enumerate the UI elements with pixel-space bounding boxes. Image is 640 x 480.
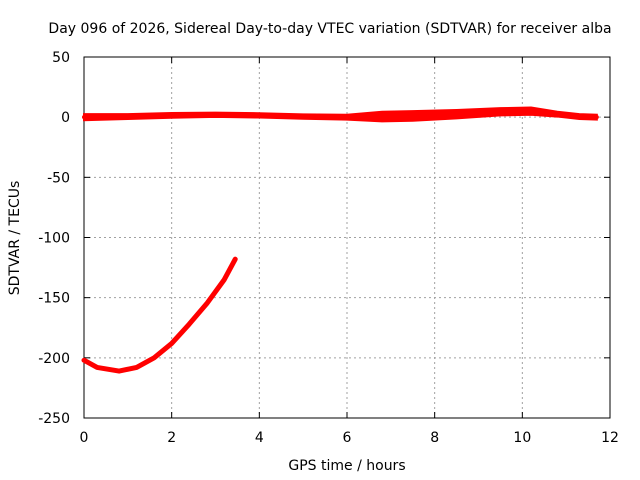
data-point	[82, 115, 86, 120]
data-point	[134, 365, 139, 370]
data-point	[345, 115, 349, 120]
x-axis-label: GPS time / hours	[288, 458, 405, 474]
y-tick-label: 0	[61, 110, 70, 126]
y-tick-label: 50	[52, 50, 70, 66]
x-tick-label: 2	[167, 430, 176, 446]
x-tick-label: 10	[513, 430, 531, 446]
data-point	[152, 355, 157, 360]
data-point	[169, 341, 174, 346]
data-point	[454, 112, 459, 117]
series-2	[81, 256, 238, 374]
series-line	[81, 256, 238, 374]
data-point	[204, 301, 209, 306]
y-tick-label: -50	[47, 170, 70, 186]
chart-title: Day 096 of 2026, Sidereal Day-to-day VTE…	[48, 21, 611, 37]
data-point	[529, 109, 534, 114]
data-point	[169, 113, 174, 118]
y-tick-label: -250	[38, 411, 70, 427]
x-tick-label: 0	[80, 430, 89, 446]
data-point	[257, 113, 262, 118]
data-point	[594, 115, 599, 120]
series-1	[82, 106, 599, 123]
data-point	[82, 358, 86, 363]
data-point	[380, 114, 385, 119]
data-point	[213, 112, 218, 117]
data-point	[222, 277, 227, 282]
x-tick-label: 8	[430, 430, 439, 446]
x-tick-label: 6	[343, 430, 352, 446]
data-point	[555, 112, 560, 117]
data-point	[577, 114, 582, 119]
data-point	[187, 322, 192, 327]
x-tick-label: 12	[601, 430, 619, 446]
series-band	[83, 106, 598, 123]
y-axis-label: SDTVAR / TECUs	[7, 181, 23, 296]
y-tick-labels: 50 0 -50 -100 -150 -200 -250	[38, 50, 70, 427]
y-tick-label: -150	[38, 291, 70, 307]
data-point	[498, 109, 503, 114]
y-tick-label: -200	[38, 351, 70, 367]
data-point	[301, 114, 306, 119]
data-point	[233, 257, 238, 262]
data-point	[95, 365, 100, 370]
data-point	[117, 369, 122, 374]
data-point	[125, 114, 130, 119]
x-tick-labels: 0 2 4 6 8 10 12	[80, 430, 619, 446]
y-tick-label: -100	[38, 231, 70, 247]
series-group	[81, 106, 599, 374]
x-tick-label: 4	[255, 430, 264, 446]
data-point	[410, 113, 415, 118]
